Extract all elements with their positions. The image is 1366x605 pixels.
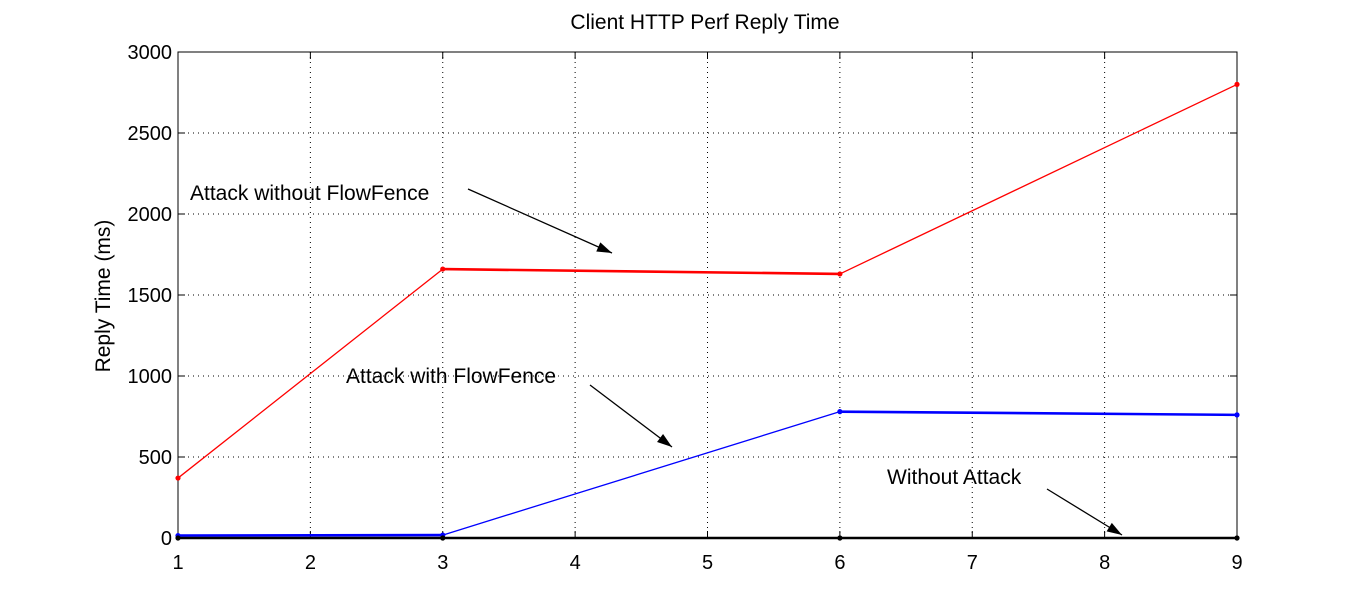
series-attack_without-point-1	[440, 266, 446, 272]
series-attack_without-segment-0	[177, 268, 444, 479]
x-tick-label-4: 5	[702, 552, 713, 574]
annotation-arrow-line-1	[589, 384, 673, 448]
y-tick-label-3: 1500	[128, 285, 173, 307]
annotations: Attack without FlowFence Attack with Flow…	[190, 182, 1123, 536]
annotation-arrow-head-1	[657, 433, 672, 447]
series-attack_without-point-2	[837, 271, 843, 277]
series-attack_without-segment-1	[441, 267, 842, 276]
series-attack_without-segment-2	[839, 83, 1238, 275]
y-tick-label-5: 2500	[128, 123, 173, 145]
y-tick-label-2: 1000	[128, 366, 173, 388]
x-tick-label-6: 7	[967, 552, 978, 574]
y-tick-label-1: 500	[139, 447, 172, 469]
annotation-label-1: Attack with FlowFence	[346, 365, 556, 388]
x-tick-label-2: 3	[437, 552, 448, 574]
x-tick-label-8: 9	[1231, 552, 1242, 574]
annotation-arrow-line-0	[467, 188, 613, 254]
grid-lines	[178, 52, 1237, 538]
annotation-label-0: Attack without FlowFence	[190, 182, 429, 205]
tick-labels: 1 2 3 4 5 6 7 8 9 0 500 1000 1500 2000 2500 3000	[128, 42, 1243, 574]
series-attack_without-point-0	[175, 475, 181, 481]
annotation-arrow-head-0	[596, 242, 612, 253]
x-tick-label-5: 6	[834, 552, 845, 574]
y-axis-label: Reply Time (ms)	[92, 220, 115, 373]
annotation-arrow-head-2	[1106, 522, 1122, 535]
series-without_attack-point-2	[837, 535, 843, 541]
series-attack_with-point-3	[1234, 412, 1240, 418]
x-tick-label-3: 4	[570, 552, 581, 574]
series-without_attack-point-1	[440, 535, 446, 541]
series-attack_with-segment-1	[442, 410, 841, 536]
chart-title: Client HTTP Perf Reply Time	[570, 11, 839, 34]
series-lines	[175, 81, 1240, 541]
y-tick-label-4: 2000	[128, 204, 173, 226]
y-tick-label-6: 3000	[128, 42, 173, 64]
series-attack_with-point-2	[837, 409, 843, 415]
series-attack_without-point-3	[1234, 81, 1240, 87]
x-tick-label-7: 8	[1099, 552, 1110, 574]
annotation-label-2: Without Attack	[887, 466, 1022, 489]
y-tick-label-0: 0	[161, 528, 172, 550]
series-attack_with-segment-2	[838, 410, 1239, 417]
x-tick-label-1: 2	[305, 552, 316, 574]
series-without_attack-point-0	[175, 535, 181, 541]
x-tick-label-0: 1	[172, 552, 183, 574]
series-without_attack-point-3	[1234, 535, 1240, 541]
